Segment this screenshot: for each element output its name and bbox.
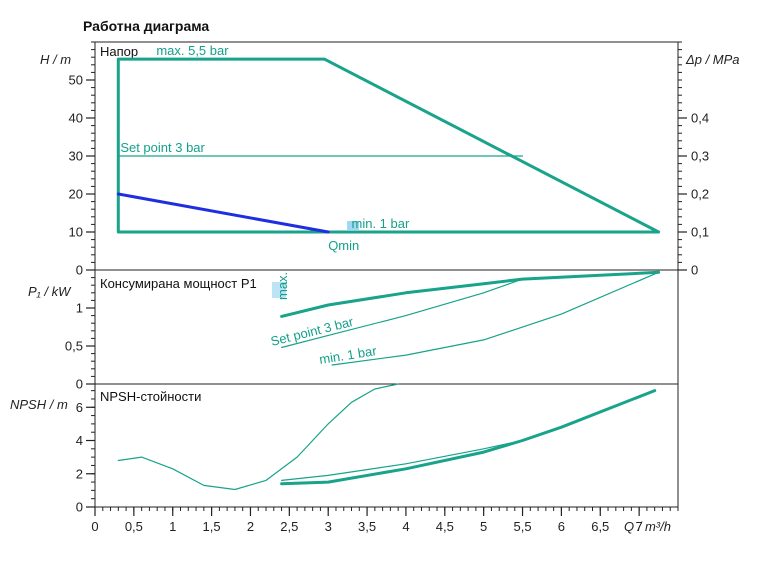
y-tick-label: 0,5: [65, 339, 83, 354]
x-tick-label: 0,5: [125, 519, 143, 534]
head-curve: [116, 57, 661, 234]
y-tick-label: 0: [76, 263, 83, 278]
panel-frame: [94, 383, 679, 508]
x-tick-label: 2: [247, 519, 254, 534]
annotation-qmin: Qmin: [328, 238, 359, 253]
x-axis-label: Q / m³/h: [624, 519, 671, 534]
power-curve: [331, 271, 660, 366]
x-tick-label: 4: [402, 519, 409, 534]
x-tick-label: 4,5: [436, 519, 454, 534]
y-tick-label: 50: [69, 73, 83, 88]
annotation-set-point-power: Set point 3 bar: [269, 314, 355, 349]
right-tick-label: 0,1: [691, 225, 709, 240]
y-axis-label-pressure: Δp / MPa: [685, 52, 740, 67]
panel-title-npsh: NPSH-стойности: [100, 389, 201, 404]
x-tick-label: 0: [91, 519, 98, 534]
x-tick-label: 3: [325, 519, 332, 534]
right-tick-label: 0,4: [691, 111, 709, 126]
npsh-curve: [281, 439, 524, 481]
npsh-curve: [280, 389, 657, 486]
right-tick-label: 0,2: [691, 187, 709, 202]
y-tick-label: 40: [69, 111, 83, 126]
x-tick-label: 1: [169, 519, 176, 534]
y-tick-label: 20: [69, 187, 83, 202]
y-tick-label: 10: [69, 225, 83, 240]
annotation-min: min. 1 bar: [352, 216, 410, 231]
x-tick-label: 5,5: [513, 519, 531, 534]
y-axis-label-npsh: NPSH / m: [10, 397, 68, 412]
y-tick-label: 0: [76, 377, 83, 392]
annotation-max: max. 5,5 bar: [156, 43, 229, 58]
max-marker: [272, 282, 286, 298]
y-tick-label: 4: [76, 433, 83, 448]
y-axis-label-head: H / m: [40, 52, 71, 67]
x-tick-label: 3,5: [358, 519, 376, 534]
panel-title-power: Консумирана мощност P1: [100, 276, 257, 291]
x-tick-label: 1,5: [203, 519, 221, 534]
x-tick-label: 2,5: [280, 519, 298, 534]
y-tick-label: 6: [76, 400, 83, 415]
right-tick-label: 0: [691, 263, 698, 278]
x-tick-label: 7: [636, 519, 643, 534]
npsh-curve: [117, 383, 399, 491]
min-marker: [347, 221, 360, 231]
right-tick-label: 0,3: [691, 149, 709, 164]
x-tick-label: 5: [480, 519, 487, 534]
annotation-max-power: max.: [275, 272, 290, 300]
y-tick-label: 0: [76, 500, 83, 515]
y-axis-label-power: P₁ / kW: [28, 284, 72, 299]
x-tick-label: 6: [558, 519, 565, 534]
chart-title: Работна диаграма: [83, 18, 209, 34]
y-tick-label: 30: [69, 149, 83, 164]
power-curve: [281, 278, 524, 349]
power-curve: [280, 270, 661, 318]
head-curve: [116, 192, 330, 234]
panel-title-head: Напор: [100, 44, 138, 59]
annotation-set-point: Set point 3 bar: [120, 140, 205, 155]
y-tick-label: 1: [76, 301, 83, 316]
y-tick-label: 2: [76, 466, 83, 481]
x-tick-label: 6,5: [591, 519, 609, 534]
